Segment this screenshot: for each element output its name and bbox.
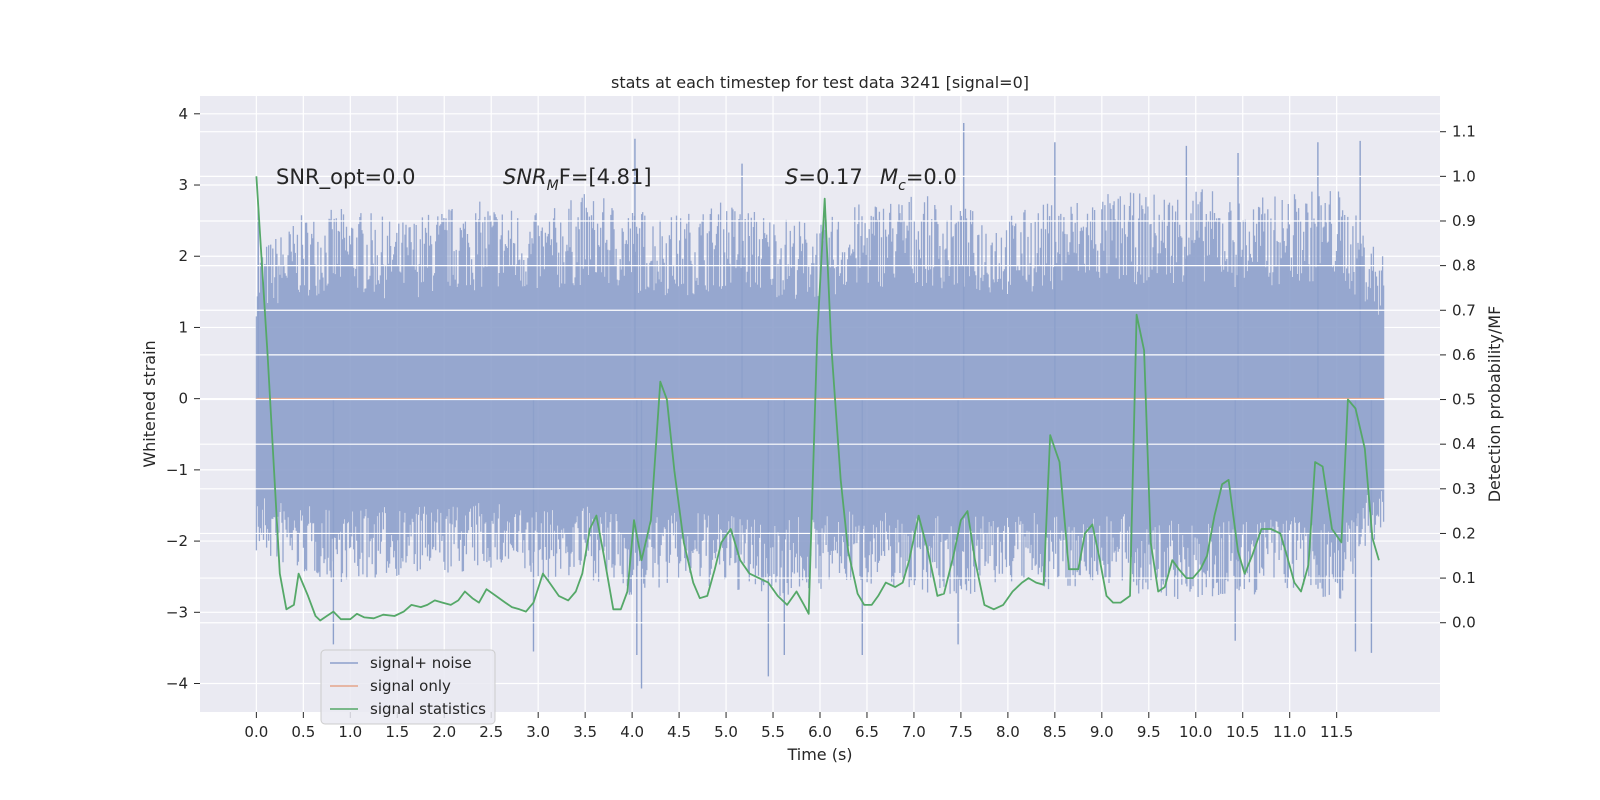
right-y-axis-label: Detection probability/MF <box>1485 306 1504 503</box>
x-tick-label: 2.5 <box>479 723 503 741</box>
right-tick-label: 1.1 <box>1452 123 1476 141</box>
y-tick-label: −2 <box>166 532 188 550</box>
x-tick-label: 2.0 <box>432 723 456 741</box>
legend-label-signal-statistics: signal statistics <box>370 700 486 718</box>
x-tick-label: 6.0 <box>808 723 832 741</box>
x-axis-label: Time (s) <box>786 745 852 764</box>
right-tick-label: 0.4 <box>1452 435 1476 453</box>
annotation-mc-main: M <box>880 165 898 189</box>
x-tick-label: 11.5 <box>1320 723 1353 741</box>
legend: signal+ noise signal only signal statist… <box>320 649 496 725</box>
right-tick-label: 0.7 <box>1452 301 1476 319</box>
signal-noise-series <box>255 123 1385 689</box>
x-tick-label: 3.5 <box>573 723 597 741</box>
y-tick-label: 3 <box>178 176 188 194</box>
legend-label-signal-noise: signal+ noise <box>370 654 472 672</box>
legend-box <box>320 649 496 725</box>
annotation-snr-mf-sub: M <box>547 178 559 194</box>
y-tick-label: 4 <box>178 105 188 123</box>
y-tick-label: 1 <box>178 318 188 336</box>
signal-noise-trace <box>255 189 1385 599</box>
right-axis-grid <box>200 131 1440 624</box>
x-tick-label: 4.5 <box>667 723 691 741</box>
signal-statistics-series <box>255 176 1380 622</box>
right-tick-label: 0.0 <box>1452 614 1476 632</box>
annotation-snr-mf: SNRMF=[4.81] <box>503 165 652 194</box>
x-tick-label: 3.0 <box>526 723 550 741</box>
x-tick-label: 9.5 <box>1137 723 1161 741</box>
annotation-s: S=0.17 <box>785 165 863 189</box>
right-tick-label: 0.5 <box>1452 391 1476 409</box>
legend-label-signal-only: signal only <box>370 677 451 695</box>
annotation-snr-mf-main: SNR <box>503 165 547 189</box>
annotation-mc-value: =0.0 <box>906 165 957 189</box>
x-tick-label: 0.5 <box>291 723 315 741</box>
x-tick-label: 10.0 <box>1179 723 1212 741</box>
x-tick-label: 7.0 <box>902 723 926 741</box>
annotation-s-value: =0.17 <box>798 165 862 189</box>
annotation-snr-mf-rest: F=[4.81] <box>559 165 652 189</box>
right-tick-label: 1.0 <box>1452 167 1476 185</box>
y-tick-label: −4 <box>166 675 188 693</box>
x-tick-label: 4.0 <box>620 723 644 741</box>
x-tick-label: 11.0 <box>1273 723 1306 741</box>
x-tick-label: 8.0 <box>996 723 1020 741</box>
x-tick-label: 1.5 <box>385 723 409 741</box>
y-tick-label: −1 <box>166 461 188 479</box>
x-tick-label: 0.0 <box>244 723 268 741</box>
chart-title: stats at each timestep for test data 324… <box>611 73 1029 92</box>
annotation-snr-opt: SNR_opt=0.0 <box>276 165 416 190</box>
ticks: 0.0 0.5 1.0 1.5 2.0 2.5 3.0 3.5 4.0 4.5 5.0 5.5 6.0 6… <box>166 105 1476 741</box>
annotation-s-italic: S <box>785 165 798 189</box>
right-tick-label: 0.3 <box>1452 480 1476 498</box>
y-tick-label: 2 <box>178 247 188 265</box>
right-tick-label: 0.9 <box>1452 212 1476 230</box>
x-tick-label: 1.0 <box>338 723 362 741</box>
x-tick-label: 10.5 <box>1226 723 1259 741</box>
x-tick-label: 8.5 <box>1043 723 1067 741</box>
annotation-mc: Mc=0.0 <box>880 165 957 194</box>
right-tick-label: 0.1 <box>1452 569 1476 587</box>
right-tick-label: 0.8 <box>1452 257 1476 275</box>
right-tick-label: 0.2 <box>1452 524 1476 542</box>
x-tick-label: 6.5 <box>855 723 879 741</box>
annotation-mc-sub: c <box>898 178 906 194</box>
x-tick-label: 5.5 <box>761 723 785 741</box>
y-axis-label: Whitened strain <box>140 340 159 467</box>
y-tick-label: 0 <box>178 390 188 408</box>
signal-statistics-line <box>255 176 1380 622</box>
y-tick-label: −3 <box>166 603 188 621</box>
x-tick-label: 9.0 <box>1090 723 1114 741</box>
right-tick-label: 0.6 <box>1452 346 1476 364</box>
x-tick-label: 7.5 <box>949 723 973 741</box>
x-tick-label: 5.0 <box>714 723 738 741</box>
